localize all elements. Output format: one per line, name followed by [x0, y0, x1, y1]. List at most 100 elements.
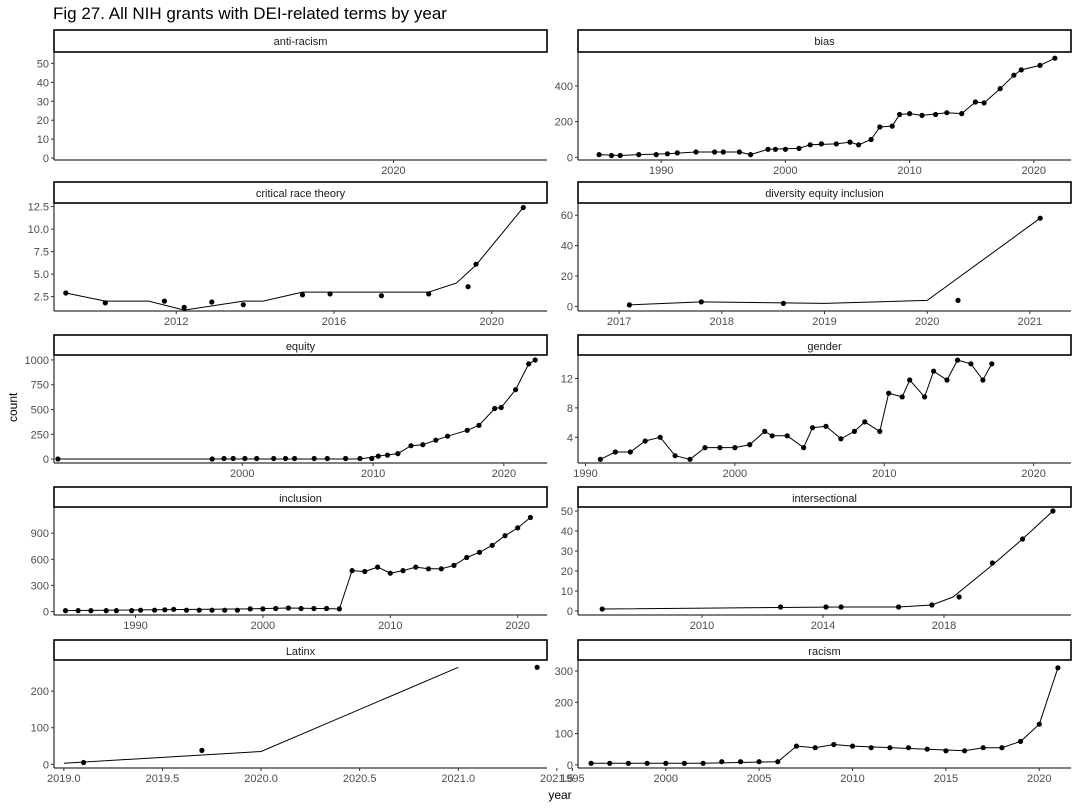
data-point: [55, 456, 61, 462]
data-point: [720, 149, 726, 155]
y-tick-label: 100: [31, 723, 49, 735]
data-point: [849, 743, 856, 749]
data-point: [653, 152, 659, 158]
y-tick-label: 40: [561, 241, 573, 253]
data-point: [387, 570, 393, 576]
data-point: [425, 566, 432, 572]
data-point: [769, 433, 775, 439]
data-point: [762, 428, 768, 434]
x-tick-label: 1990: [123, 620, 147, 632]
data-point: [664, 151, 671, 157]
data-point: [526, 361, 532, 367]
data-point: [896, 604, 902, 610]
trend-line: [63, 666, 459, 764]
data-point: [862, 419, 868, 425]
x-tick-label: 2017: [607, 316, 631, 328]
data-point: [736, 149, 743, 155]
facet-strip: [577, 181, 1072, 204]
y-tick-label: 12.5: [28, 202, 49, 214]
data-point: [838, 436, 844, 442]
data-point: [717, 445, 723, 451]
data-point: [311, 605, 317, 612]
data-point: [102, 300, 108, 306]
data-point: [426, 291, 432, 297]
data-point: [812, 745, 818, 751]
trend-line: [65, 207, 524, 311]
data-point: [823, 423, 829, 429]
data-point: [698, 299, 704, 305]
data-point: [260, 606, 266, 612]
data-point: [922, 394, 928, 400]
facet-strip-label: critical race theory: [256, 188, 346, 200]
data-point: [933, 111, 939, 118]
x-tick-label: 2014: [811, 620, 835, 632]
y-tick-label: 20: [37, 115, 49, 127]
data-point: [599, 606, 605, 612]
data-point: [831, 741, 837, 748]
data-point: [931, 368, 937, 374]
data-point: [801, 445, 807, 451]
data-point: [1020, 536, 1026, 542]
data-point: [161, 298, 167, 304]
data-point: [1055, 665, 1061, 671]
data-point: [181, 304, 187, 310]
y-tick-label: 900: [31, 528, 49, 540]
x-tick-label: 2020.0: [244, 773, 278, 785]
data-point: [818, 141, 825, 147]
x-tick-label: 2010: [840, 773, 864, 785]
data-point: [663, 760, 669, 766]
data-point: [782, 146, 789, 152]
data-point: [395, 451, 401, 457]
x-tick-label: 2015: [934, 773, 958, 785]
data-point: [712, 149, 718, 155]
data-point: [336, 606, 342, 612]
y-tick-label: 0: [43, 759, 49, 771]
data-point: [513, 387, 519, 393]
data-point: [222, 607, 228, 613]
data-point: [209, 299, 215, 305]
facet-racism: racism 0 100 200 300 1995 2000 2005 2010 2015 2020: [555, 639, 1072, 785]
data-point: [378, 293, 384, 299]
y-tick-label: 100: [555, 729, 573, 741]
x-tick-label: 2020: [381, 165, 405, 177]
data-point: [464, 554, 470, 561]
data-point: [299, 292, 306, 298]
y-tick-label: 250: [31, 429, 49, 441]
data-point: [162, 607, 168, 613]
data-point: [369, 455, 375, 462]
data-point: [138, 607, 144, 613]
data-point: [597, 456, 604, 462]
data-point: [989, 560, 996, 566]
x-tick-label: 2000: [251, 620, 275, 632]
facet-strip: [53, 29, 548, 53]
data-point: [833, 141, 839, 147]
data-point: [737, 759, 744, 765]
data-point: [362, 568, 368, 575]
data-point: [657, 434, 663, 440]
x-tick-label: 2020: [505, 620, 529, 632]
facet-strip-label: Latinx: [286, 646, 316, 658]
data-point: [298, 605, 304, 612]
data-point: [907, 377, 913, 383]
data-point: [433, 437, 439, 443]
data-point: [999, 745, 1005, 751]
y-tick-label: 10: [561, 586, 573, 598]
data-point: [981, 100, 987, 106]
data-point: [357, 455, 363, 462]
facet-strip: [53, 334, 548, 356]
y-tick-label: 200: [555, 697, 573, 709]
data-point: [924, 746, 930, 752]
x-tick-label: 2010: [872, 468, 896, 480]
facet-strip-label: inclusion: [279, 493, 322, 505]
data-point: [989, 361, 995, 367]
data-point: [588, 760, 594, 766]
data-point: [681, 760, 688, 766]
data-point: [980, 745, 986, 751]
data-point: [1011, 72, 1017, 78]
data-point: [63, 290, 69, 296]
x-tick-label: 2000: [230, 468, 254, 480]
data-point: [209, 607, 215, 613]
y-tick-label: 1000: [25, 355, 49, 367]
plot-area: [63, 204, 526, 311]
